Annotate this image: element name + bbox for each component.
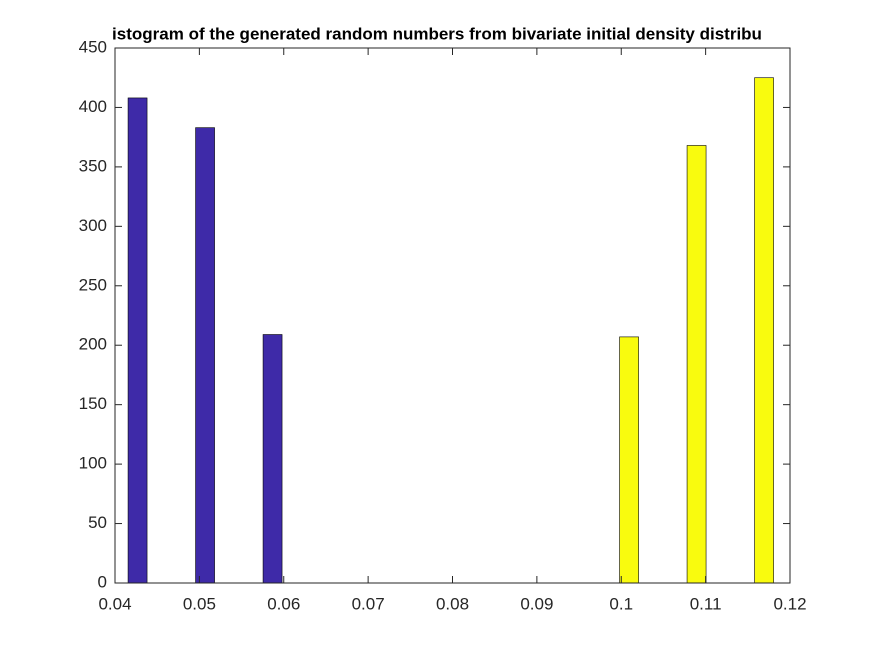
- y-tick-label: 100: [79, 454, 107, 473]
- x-tick-label: 0.1: [609, 594, 633, 613]
- y-tick-label: 350: [79, 156, 107, 175]
- x-tick-label: 0.08: [436, 594, 469, 613]
- y-tick-label: 400: [79, 97, 107, 116]
- y-tick-label: 250: [79, 275, 107, 294]
- y-tick-label: 150: [79, 394, 107, 413]
- x-tick-label: 0.07: [352, 594, 385, 613]
- bar: [127, 97, 148, 584]
- x-tick-label: 0.11: [690, 594, 722, 613]
- x-tick-label: 0.12: [773, 594, 806, 613]
- bar: [619, 336, 639, 584]
- y-tick-label: 300: [79, 216, 107, 235]
- x-tick-label: 0.09: [520, 594, 553, 613]
- bar: [754, 77, 774, 584]
- x-tick-label: 0.04: [98, 594, 131, 613]
- x-tick-label: 0.05: [183, 594, 216, 613]
- y-tick-label: 50: [88, 513, 107, 532]
- chart-title: istogram of the generated random numbers…: [112, 24, 762, 43]
- y-tick-label: 0: [98, 572, 107, 591]
- bar: [686, 145, 707, 584]
- x-tick-label: 0.06: [267, 594, 300, 613]
- bar: [195, 127, 215, 584]
- y-tick-label: 450: [79, 37, 107, 56]
- y-tick-label: 200: [79, 335, 107, 354]
- bar: [262, 334, 283, 584]
